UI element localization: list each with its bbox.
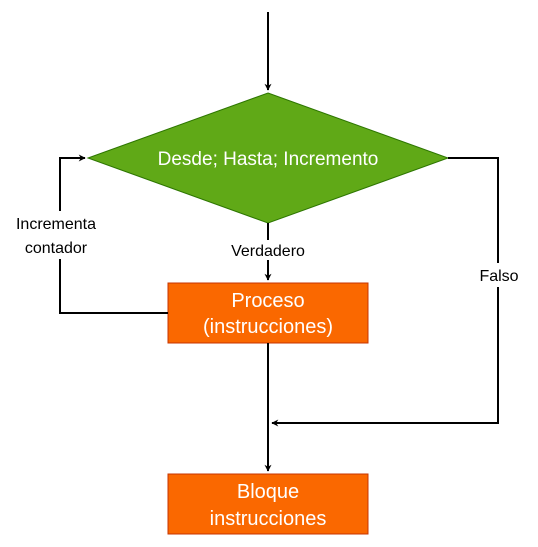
loop-label-line2: contador: [25, 240, 88, 257]
decision-text: Desde; Hasta; Incremento: [158, 149, 379, 170]
true-label-bg: [220, 240, 316, 260]
process-line1: Proceso: [231, 290, 304, 312]
true-label: Verdadero: [231, 243, 305, 260]
false-arrow: [271, 157, 499, 427]
block-box: [167, 473, 369, 535]
loop-label-bg: [4, 211, 106, 259]
loop-label-line1: Incrementa: [16, 216, 96, 233]
process-box: [167, 282, 369, 344]
block-line1: Bloque: [237, 481, 299, 503]
block-line2: instrucciones: [210, 508, 327, 530]
false-label: Falso: [479, 268, 518, 285]
process-line2: (instrucciones): [203, 316, 333, 338]
false-label-bg: [472, 263, 526, 287]
